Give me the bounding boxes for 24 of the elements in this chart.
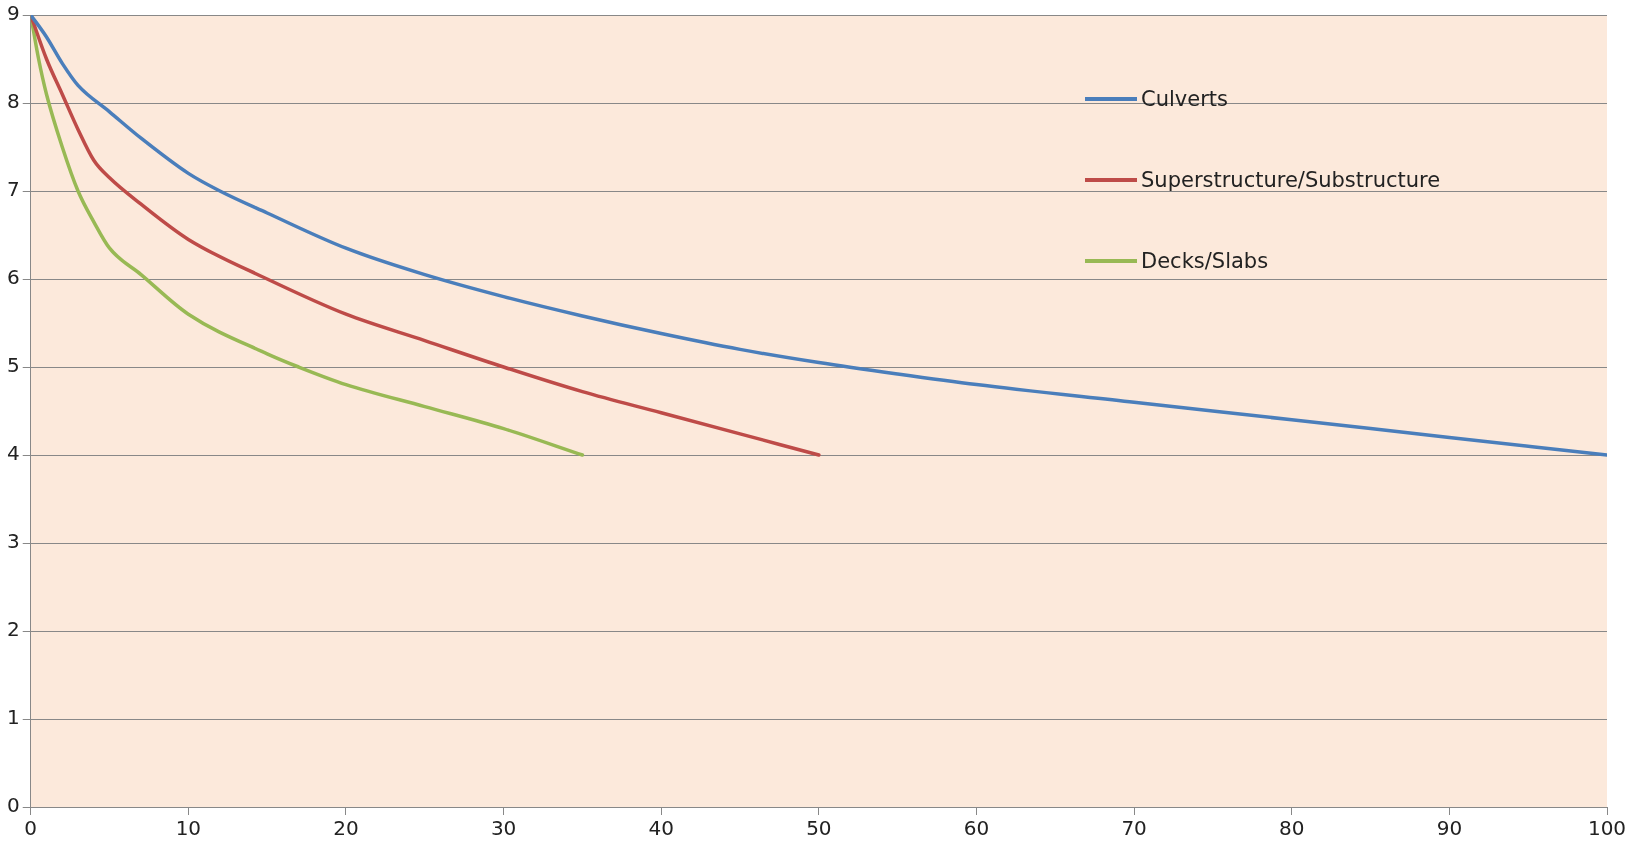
- legend-label: Superstructure/Substructure: [1141, 168, 1441, 192]
- y-tick-label: 2: [6, 617, 20, 642]
- x-tick-label: 30: [490, 816, 517, 841]
- y-tick-label: 3: [6, 529, 20, 554]
- x-tick-label: 90: [1436, 816, 1463, 841]
- y-tick-label: 7: [6, 177, 20, 202]
- x-tick-label: 70: [1121, 816, 1147, 841]
- x-tick-label: 60: [963, 816, 990, 841]
- legend-label: Decks/Slabs: [1141, 249, 1269, 273]
- x-tick-label: 50: [806, 816, 832, 841]
- y-tick-label: 4: [6, 441, 20, 466]
- legend-label: Culverts: [1141, 87, 1228, 111]
- x-tick-label: 100: [1587, 816, 1627, 841]
- y-tick-label: 6: [6, 265, 20, 290]
- y-tick-label: 8: [6, 89, 20, 114]
- y-tick-label: 9: [6, 1, 20, 26]
- x-tick-label: 0: [24, 816, 38, 841]
- y-tick-label: 0: [6, 793, 20, 818]
- x-tick-label: 20: [333, 816, 359, 841]
- x-tick-label: 40: [648, 816, 674, 841]
- x-tick-label: 80: [1279, 816, 1305, 841]
- y-tick-label: 1: [6, 705, 20, 730]
- x-tick-label: 10: [175, 816, 202, 841]
- y-tick-label: 5: [6, 353, 20, 378]
